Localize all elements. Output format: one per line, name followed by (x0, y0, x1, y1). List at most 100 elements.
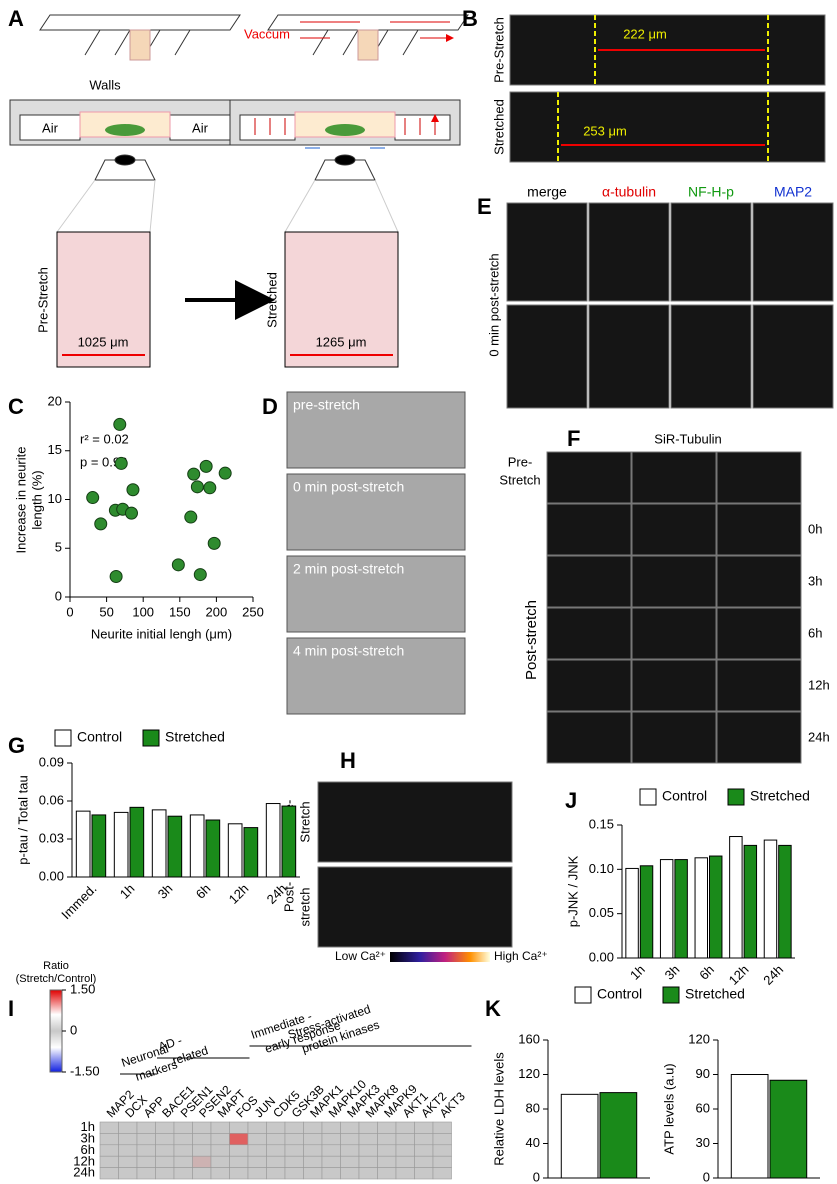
label: 6h (808, 625, 822, 640)
image (509, 91, 826, 163)
cell (266, 1144, 286, 1157)
cell (414, 1133, 434, 1146)
point (193, 568, 207, 582)
image (752, 304, 834, 409)
y-tick-label: 0.00 (39, 868, 64, 883)
cell (99, 1144, 119, 1157)
label: 2 min post-stretch (293, 561, 404, 577)
cell (321, 1144, 341, 1157)
x-tick-label: Immed. (58, 881, 99, 922)
cell (340, 1167, 360, 1180)
image (631, 607, 717, 660)
cell (136, 1121, 156, 1134)
x-tick-label: 3h (155, 881, 176, 902)
legend-label: Stretched (165, 729, 225, 745)
legend-label: Stretched (685, 986, 745, 1002)
bar (189, 814, 205, 878)
y-tick-label: 0.10 (589, 861, 614, 876)
bar (709, 855, 723, 959)
y-tick-label: 120 (688, 1031, 710, 1046)
panel-letter: B (462, 6, 478, 31)
bar (113, 811, 129, 878)
cell (173, 1121, 193, 1134)
x-tick-label: 200 (206, 604, 228, 619)
x-tick-label: 12h (226, 881, 252, 907)
point (113, 417, 127, 431)
label: Stretched (491, 99, 506, 155)
y-tick-label: 80 (526, 1100, 540, 1115)
x-tick-label: 150 (169, 604, 191, 619)
legend-swatch (54, 729, 72, 747)
x-axis-label: Neurite initial lengh (μm) (91, 626, 232, 641)
label: (Stretch/Control) (16, 973, 97, 985)
cell (192, 1167, 212, 1180)
cell (247, 1144, 267, 1157)
point (86, 491, 100, 505)
schematic-a (9, 14, 469, 233)
label: α-tubulin (602, 184, 656, 200)
y-axis-label: p-JNK / JNK (565, 855, 580, 927)
y-axis-label: Relative LDH levels (491, 1052, 506, 1166)
panel-letter: D (262, 394, 278, 419)
x-tick-label: 100 (132, 604, 154, 619)
cell (155, 1167, 175, 1180)
bar (129, 806, 145, 878)
panel-letter: F (567, 426, 580, 451)
bar (75, 810, 91, 878)
cell (414, 1144, 434, 1157)
cell (210, 1121, 230, 1134)
cell (155, 1144, 175, 1157)
row-label: 1h (81, 1119, 95, 1134)
image (670, 202, 752, 302)
panel-letter: K (485, 996, 501, 1021)
panel-letter: H (340, 748, 356, 773)
cell (377, 1144, 397, 1157)
image (546, 555, 632, 608)
cell (377, 1133, 397, 1146)
label: 1025 μm (78, 334, 129, 349)
colorbar-label: 0 (70, 1022, 77, 1037)
point (109, 570, 123, 584)
image (546, 659, 632, 712)
image (546, 451, 632, 504)
cell (247, 1133, 267, 1146)
cell (395, 1133, 415, 1146)
point (184, 510, 198, 524)
y-tick-label: 20 (48, 393, 62, 408)
cell (173, 1133, 193, 1146)
label: Post- (281, 882, 296, 912)
label: Walls (89, 77, 121, 92)
image (588, 202, 670, 302)
y-axis-label: p-tau / Total tau (15, 775, 30, 864)
y-tick-label: 160 (518, 1031, 540, 1046)
label: Ratio (43, 960, 69, 972)
point (124, 506, 138, 520)
annotation: r² = 0.02 (80, 431, 129, 446)
bar (560, 1093, 599, 1179)
label: 0 min post-stretch (293, 479, 404, 495)
panel-letter: G (8, 733, 25, 758)
label: 24h (808, 729, 830, 744)
cell (210, 1133, 230, 1146)
cell (229, 1133, 249, 1146)
cell (284, 1133, 304, 1146)
legend-swatch (142, 729, 160, 747)
point (207, 536, 221, 550)
bar (625, 867, 639, 959)
legend-label: Stretched (750, 788, 810, 804)
bar (205, 819, 221, 878)
y-tick-label: 0.05 (589, 905, 614, 920)
y-tick-label: 0.15 (589, 816, 614, 831)
label: Air (42, 120, 59, 135)
x-tick-label: 24h (760, 962, 786, 988)
label: Pre-Stretch (491, 17, 506, 83)
bar (743, 844, 758, 959)
label: Pre-Stretch (35, 267, 50, 333)
x-tick-label: 1h (627, 962, 648, 983)
image (286, 391, 466, 469)
cell (321, 1133, 341, 1146)
cell (210, 1167, 230, 1180)
cell (303, 1133, 323, 1146)
cell (395, 1167, 415, 1180)
bar (769, 1079, 808, 1179)
